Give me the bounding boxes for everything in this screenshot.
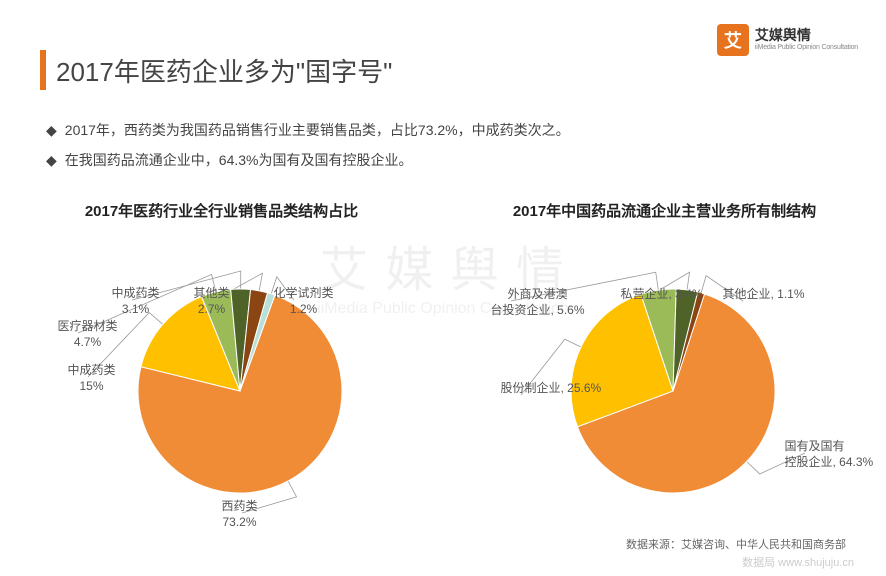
slice-label: 其他类2.7% xyxy=(194,286,230,317)
logo-en: iiMedia Public Opinion Consultation xyxy=(755,44,858,52)
title-accent xyxy=(40,50,46,90)
title-bar: 2017年医药企业多为"国字号" xyxy=(40,50,392,90)
logo-icon: 艾 xyxy=(717,24,749,56)
logo: 艾 艾媒舆情 iiMedia Public Opinion Consultati… xyxy=(717,24,858,56)
pie-chart-ownership: 国有及国有控股企业, 64.3% 股份制企业, 25.6% 外商及港澳台投资企业, … xyxy=(455,231,875,521)
slice-label: 国有及国有控股企业, 64.3% xyxy=(785,439,874,470)
chart-left: 2017年医药行业全行业销售品类结构占比 西药类73.2%中成药类15%医疗器材… xyxy=(12,200,432,521)
chart-title: 2017年中国药品流通企业主营业务所有制结构 xyxy=(455,200,875,221)
footer-site: 数据局 www.shujuju.cn xyxy=(742,554,854,570)
slice-label: 医疗器材类4.7% xyxy=(58,319,118,350)
slice-label: 中成药类3.1% xyxy=(112,286,160,317)
page-title: 2017年医药企业多为"国字号" xyxy=(56,52,392,89)
slide: 艾 艾媒舆情 iiMedia Public Opinion Consultati… xyxy=(0,0,886,576)
slice-label: 西药类73.2% xyxy=(222,499,258,530)
pie-chart-sales: 西药类73.2%中成药类15%医疗器材类4.7%中成药类3.1%其他类2.7%化… xyxy=(12,231,432,521)
bullet-item: 在我国药品流通企业中，64.3%为国有及国有控股企业。 xyxy=(46,150,846,170)
slice-label: 中成药类15% xyxy=(68,363,116,394)
chart-right: 2017年中国药品流通企业主营业务所有制结构 国有及国有控股企业, 64.3% 股… xyxy=(455,200,875,521)
logo-text: 艾媒舆情 iiMedia Public Opinion Consultation xyxy=(755,28,858,51)
slice-label: 私营企业, 3.4% xyxy=(621,287,703,303)
slice-label: 化学试剂类1.2% xyxy=(274,286,334,317)
bullet-list: 2017年，西药类为我国药品销售行业主要销售品类，占比73.2%，中成药类次之。… xyxy=(46,120,846,180)
slice-label: 外商及港澳台投资企业, 5.6% xyxy=(491,287,585,318)
logo-cn: 艾媒舆情 xyxy=(755,28,858,43)
charts-row: 2017年医药行业全行业销售品类结构占比 西药类73.2%中成药类15%医疗器材… xyxy=(0,200,886,521)
chart-title: 2017年医药行业全行业销售品类结构占比 xyxy=(12,200,432,221)
slice-label: 其他企业, 1.1% xyxy=(723,287,805,303)
bullet-item: 2017年，西药类为我国药品销售行业主要销售品类，占比73.2%，中成药类次之。 xyxy=(46,120,846,140)
slice-label: 股份制企业, 25.6% xyxy=(501,381,602,397)
data-source: 数据来源：艾媒咨询、中华人民共和国商务部 xyxy=(626,536,846,552)
